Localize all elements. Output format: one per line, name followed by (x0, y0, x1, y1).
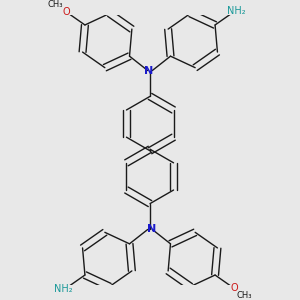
Text: NH₂: NH₂ (227, 6, 246, 16)
Text: N: N (144, 65, 153, 76)
Text: O: O (230, 283, 238, 293)
Text: O: O (62, 7, 70, 17)
Text: NH₂: NH₂ (54, 284, 73, 294)
Text: N: N (147, 224, 156, 235)
Text: CH₃: CH₃ (48, 0, 63, 9)
Text: CH₃: CH₃ (237, 291, 252, 300)
